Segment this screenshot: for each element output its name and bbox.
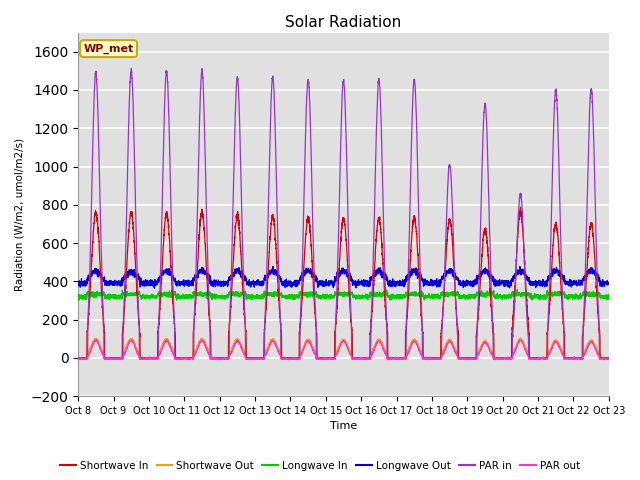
Text: WP_met: WP_met bbox=[83, 44, 134, 54]
Title: Solar Radiation: Solar Radiation bbox=[285, 15, 402, 30]
X-axis label: Time: Time bbox=[330, 421, 357, 432]
Legend: Shortwave In, Shortwave Out, Longwave In, Longwave Out, PAR in, PAR out: Shortwave In, Shortwave Out, Longwave In… bbox=[56, 456, 584, 475]
Y-axis label: Radiation (W/m2, umol/m2/s): Radiation (W/m2, umol/m2/s) bbox=[15, 138, 25, 291]
